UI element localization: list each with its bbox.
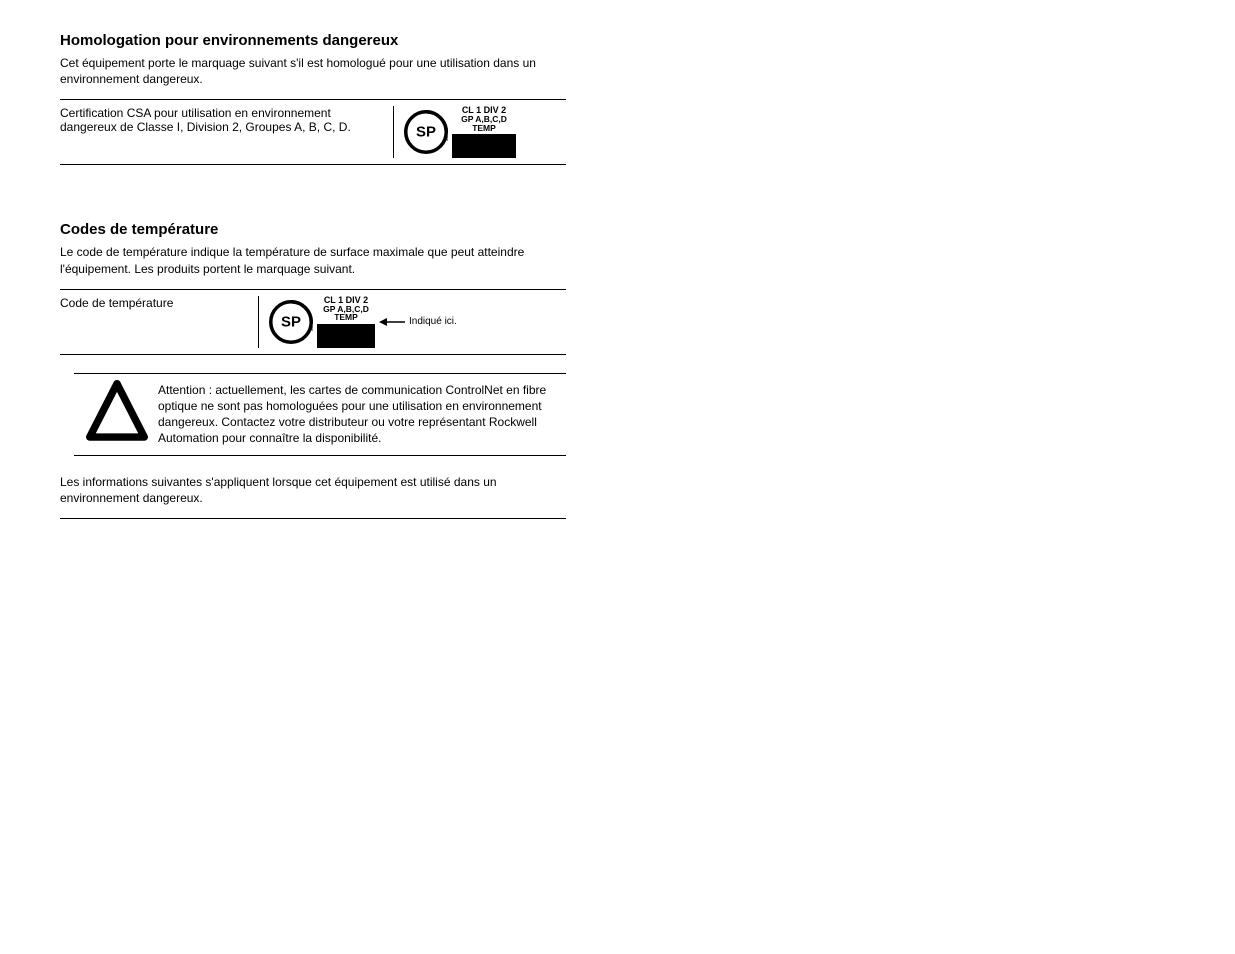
section-title-tempcodes: Codes de température <box>60 221 566 238</box>
attention-callout: Attention : actuellement, les cartes de … <box>74 374 566 456</box>
csa-temp-blackbox-2 <box>317 324 375 348</box>
cert-row-label: Certification CSA pour utilisation en en… <box>60 106 393 134</box>
arrow-left-icon <box>379 317 405 327</box>
svg-text:®: ® <box>446 136 448 143</box>
svg-text:®: ® <box>311 326 313 333</box>
csa-logo-icon: SP ® <box>269 300 313 344</box>
tempcode-row-value: SP ® CL 1 DIV 2 GP A,B,C,D TEMP <box>258 296 566 348</box>
csa-mark-block: SP ® CL 1 DIV 2 GP A,B,C,D TEMP <box>404 106 516 158</box>
cert-row-value: SP ® CL 1 DIV 2 GP A,B,C,D TEMP <box>393 106 566 158</box>
section-intro-hazloc: Cet équipement porte le marquage suivant… <box>60 55 566 87</box>
attention-triangle-icon <box>86 380 148 442</box>
csa-text-stack: CL 1 DIV 2 GP A,B,C,D TEMP <box>452 106 516 158</box>
csa-text-stack-2: CL 1 DIV 2 GP A,B,C,D TEMP <box>317 296 375 348</box>
csa-mark-block-2: SP ® CL 1 DIV 2 GP A,B,C,D TEMP <box>269 296 375 348</box>
final-paragraph: Les informations suivantes s'appliquent … <box>60 474 566 506</box>
arrow-note-text: Indiqué ici. <box>409 316 457 327</box>
document-page: Homologation pour environnements dangere… <box>0 0 1235 954</box>
divider-bottom <box>60 518 566 519</box>
section-title-hazloc: Homologation pour environnements dangere… <box>60 32 566 49</box>
cert-row: Certification CSA pour utilisation en en… <box>60 99 566 165</box>
tempcode-row: Code de température SP ® CL 1 DIV 2 GP A… <box>60 289 566 355</box>
section-intro-tempcodes: Le code de température indique la tempér… <box>60 244 566 276</box>
csa-line-3: TEMP <box>472 124 496 133</box>
tempcode-row-label: Code de température <box>60 296 258 310</box>
svg-text:SP: SP <box>416 124 436 141</box>
csa-logo-icon: SP ® <box>404 110 448 154</box>
arrow-callout: Indiqué ici. <box>379 316 457 327</box>
csa-temp-blackbox <box>452 134 516 158</box>
csa-line-3b: TEMP <box>334 313 358 322</box>
svg-text:SP: SP <box>281 313 301 330</box>
attention-text: Attention : actuellement, les cartes de … <box>158 382 566 447</box>
main-column: Homologation pour environnements dangere… <box>60 32 566 519</box>
